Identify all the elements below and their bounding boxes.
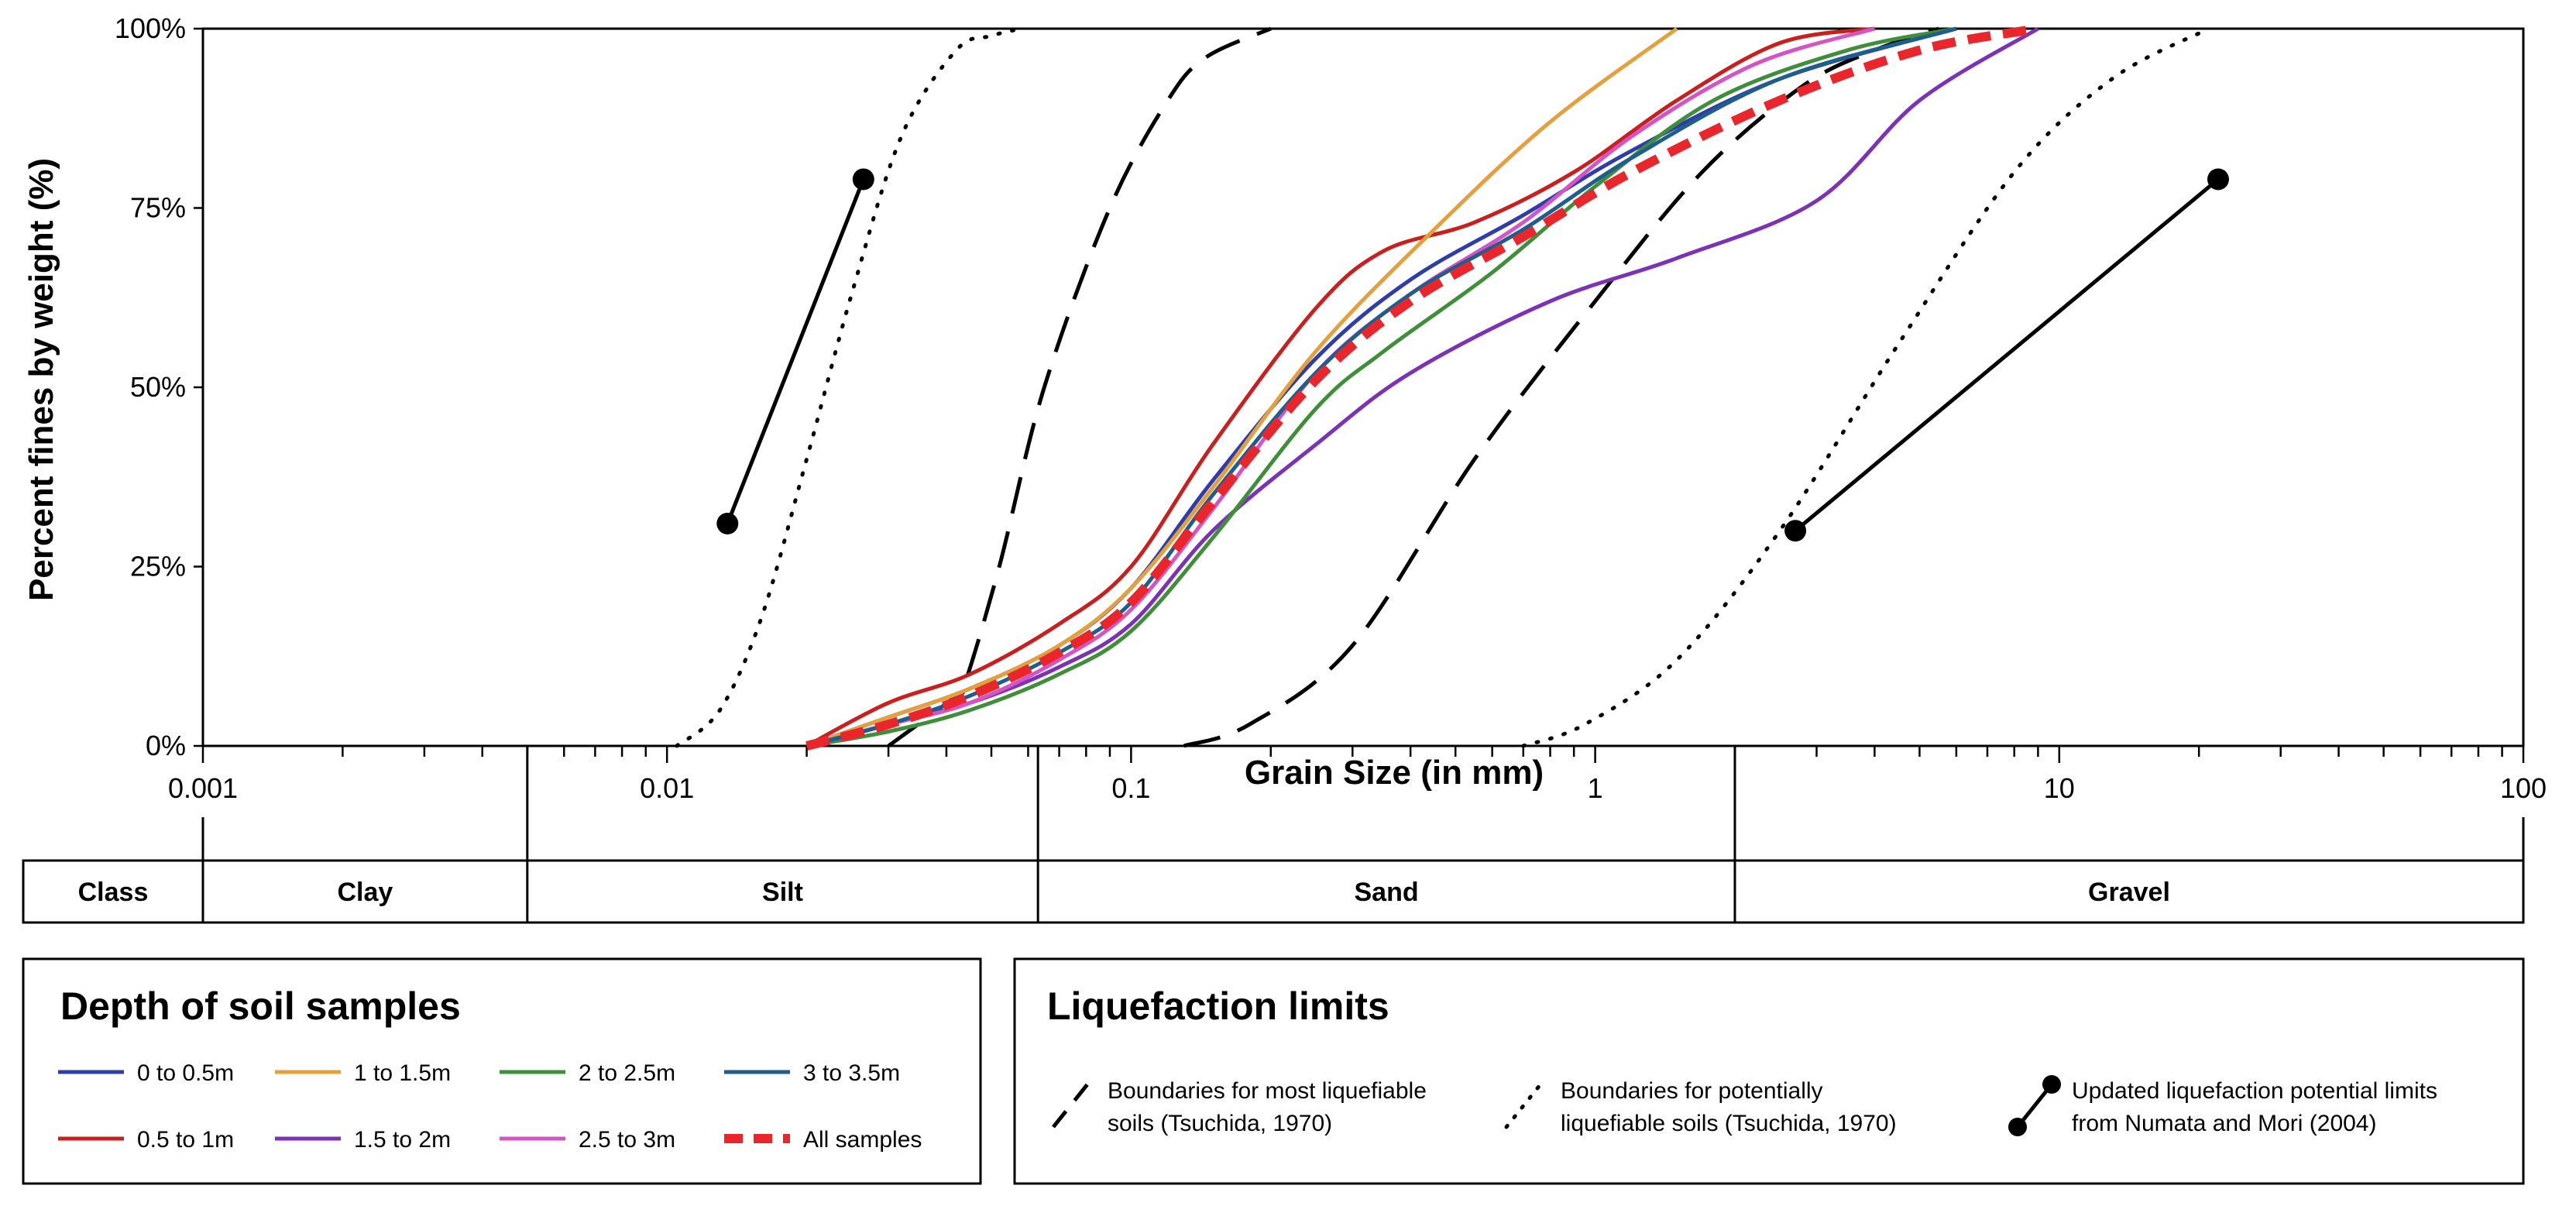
y-tick-label: 100% [115, 12, 186, 44]
legend-label: Boundaries for potentially [1561, 1078, 1823, 1104]
soil-class-table: Class Clay Silt Sand Gravel [22, 746, 2525, 924]
legend-entry-potentially-liquefiable: Boundaries for potentially liquefiable so… [1504, 1078, 1897, 1136]
legend-entry-1-5-to-2m: 1.5 to 2m [275, 1127, 451, 1153]
legend-label: from Numata and Mori (2004) [2072, 1111, 2377, 1136]
axis-ticks [194, 27, 2525, 763]
legend-label: 0 to 0.5m [137, 1060, 234, 1086]
x-tick-label: 0.1 [1111, 772, 1150, 804]
legend-label: Boundaries for most liquefiable [1108, 1078, 1427, 1104]
legend-label: liquefiable soils (Tsuchida, 1970) [1561, 1111, 1897, 1136]
class-header: Class [78, 878, 149, 907]
legend-swatch-dot [2042, 1075, 2061, 1094]
y-tick-label: 50% [130, 371, 186, 403]
class-gravel: Gravel [2088, 878, 2170, 907]
class-clay: Clay [337, 878, 393, 907]
numata-mori-limit-line [725, 178, 866, 524]
legend-liquefaction-limits: Liquefaction limits Boundaries for most l… [1013, 957, 2525, 1185]
potentially-liquefiable-boundary [675, 26, 1024, 748]
x-axis-title: Grain Size (in mm) [1245, 754, 1544, 792]
series-line-1-to-1-5m [805, 26, 1678, 748]
class-silt: Silt [762, 878, 803, 907]
legend-title: Liquefaction limits [1047, 984, 1389, 1028]
legend-swatch-dot [2008, 1118, 2027, 1136]
series-line-all-samples [805, 24, 2039, 751]
y-tick-label: 0% [146, 730, 186, 761]
numata-mori-limit-point [716, 512, 739, 534]
y-tick-label: 25% [130, 551, 186, 582]
legend-label: All samples [803, 1127, 922, 1153]
numata-mori-limit-point [852, 168, 874, 191]
numata-mori-limit-point [1784, 520, 1807, 542]
legend-label: 3 to 3.5m [803, 1060, 900, 1086]
legend-entry-0-5-to-1m: 0.5 to 1m [58, 1127, 234, 1153]
legend-title: Depth of soil samples [60, 984, 461, 1028]
legend-entry-2-5-to-3m: 2.5 to 3m [500, 1127, 675, 1153]
numata-mori-limit-point [2207, 168, 2229, 191]
x-tick-label: 100 [2500, 772, 2547, 804]
legend-label: soils (Tsuchida, 1970) [1108, 1111, 1332, 1136]
legend-entry-1-to-1-5m: 1 to 1.5m [275, 1060, 451, 1086]
x-tick-label: 10 [2044, 772, 2075, 804]
y-axis-title: Percent fines by weight (%) [22, 158, 60, 601]
most-liquefiable-boundary [1183, 26, 1939, 748]
legend-entry-2-to-2-5m: 2 to 2.5m [500, 1060, 675, 1086]
soil-sample-series [805, 24, 2039, 751]
legend-frame [1013, 957, 2525, 1185]
numata-mori-limit-line [1794, 177, 2220, 533]
x-tick-label: 0.001 [168, 772, 238, 804]
legend-frame [22, 957, 982, 1185]
series-line-2-to-2-5m [806, 26, 1957, 748]
legend-label: 2.5 to 3m [579, 1127, 675, 1153]
x-tick-label: 0.01 [640, 772, 694, 804]
axis-tick-labels: 0.001 0.01 0.1 1 10 100 0% 25% 50% 75% 100% [115, 12, 2547, 804]
legend-entry-all-samples: All samples [724, 1127, 922, 1153]
x-tick-label: 1 [1588, 772, 1603, 804]
y-tick-label: 75% [130, 192, 186, 224]
series-line-3-to-3-5m [805, 26, 1957, 748]
class-sand: Sand [1355, 878, 1419, 907]
legend-label: Updated liquefaction potential limits [2072, 1078, 2437, 1104]
legend-entry-0-to-0-5m: 0 to 0.5m [58, 1060, 234, 1086]
legend-swatch [1504, 1082, 1543, 1129]
legend-label: 0.5 to 1m [137, 1127, 234, 1153]
legend-label: 2 to 2.5m [579, 1060, 675, 1086]
legend-label: 1 to 1.5m [354, 1060, 451, 1086]
legend-entry-3-to-3-5m: 3 to 3.5m [724, 1060, 900, 1086]
series-line-0-5-to-1m [805, 26, 1875, 748]
legend-entry-most-liquefiable: Boundaries for most liquefiable soils (Ts… [1052, 1078, 1427, 1136]
legend-swatch [1052, 1083, 1089, 1129]
legend-depth-of-soil-samples: Depth of soil samples 0 to 0.5m 1 to 1.5m 2… [22, 957, 982, 1185]
legend-entry-numata-mori: Updated liquefaction potential limits fro… [2008, 1075, 2437, 1136]
legend-label: 1.5 to 2m [354, 1127, 451, 1153]
